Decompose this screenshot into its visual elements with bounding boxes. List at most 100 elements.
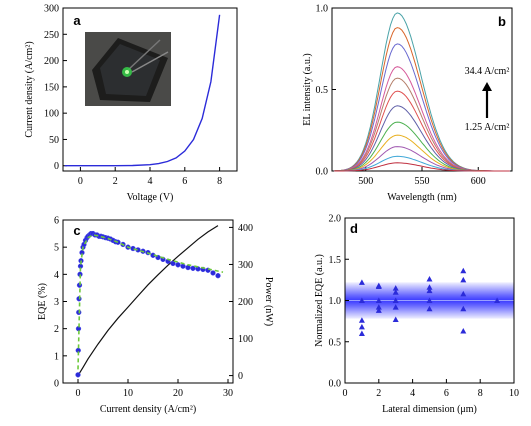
panel-a-ytick-label-0: 0 bbox=[54, 161, 59, 172]
panel-d-data-point bbox=[392, 285, 399, 291]
panel-a-xtick-label-0: 0 bbox=[78, 176, 83, 187]
panel-c-ytick-label-6: 6 bbox=[54, 216, 59, 227]
panel-d-data-point bbox=[375, 304, 382, 310]
panel-d-data-point bbox=[426, 284, 433, 290]
panel-d-data-point bbox=[375, 283, 382, 289]
panel-a-ytick-label-2: 100 bbox=[44, 109, 59, 120]
panel-c-eqe-point bbox=[180, 263, 186, 269]
panel-b-xtick-label-1: 550 bbox=[415, 176, 430, 187]
panel-c-eqe-point bbox=[190, 265, 196, 272]
panel-b-spectrum-11 bbox=[334, 162, 510, 172]
panel-b-arrow-head bbox=[482, 82, 492, 91]
panel-b-label: b bbox=[498, 14, 506, 29]
panel-d-data-point bbox=[392, 304, 399, 310]
panel-c-power-curve bbox=[77, 225, 219, 376]
panel-a-label: a bbox=[73, 13, 81, 28]
panel-c-xtick-label-0: 0 bbox=[76, 388, 81, 399]
panel-a-xtick-label-3: 6 bbox=[182, 176, 187, 187]
panel-b-spectrum-0 bbox=[334, 12, 510, 172]
inset-photo-probe-2 bbox=[131, 51, 169, 73]
panel-d-ylabel: Normalized EQE (a.u.) bbox=[314, 254, 325, 347]
panel-c-xlabel: Current density (A/cm²) bbox=[100, 404, 196, 415]
panel-d-xtick-label-5: 10 bbox=[509, 388, 519, 399]
panel-b-ytick-label-1: 0.5 bbox=[316, 85, 329, 96]
panel-c-eqe-point bbox=[210, 270, 216, 276]
panel-d-data-point bbox=[460, 328, 467, 334]
panel-b-ylabel: EL intensity (a.u.) bbox=[302, 53, 313, 125]
panel-d-data-point bbox=[358, 317, 365, 323]
panel-c-ytick-label-3: 3 bbox=[54, 297, 59, 308]
panel-c-xtick-label-1: 10 bbox=[123, 388, 133, 399]
panel-c-eqe-point bbox=[75, 372, 81, 378]
panel-c-eqe-point bbox=[170, 260, 176, 267]
panel-d-data-point bbox=[392, 297, 399, 303]
panel-d-data-point bbox=[392, 316, 399, 322]
panel-b-annotation-top: 34.4 A/cm² bbox=[465, 66, 510, 77]
panel-d-ytick-label-4: 2.0 bbox=[329, 214, 342, 225]
panel-c-ytick-label-0: 0 bbox=[54, 379, 59, 390]
panel-a-xtick-label-2: 4 bbox=[148, 176, 153, 187]
panel-a-xlabel: Voltage (V) bbox=[127, 192, 174, 203]
panel-d-data-point bbox=[426, 305, 433, 312]
panel-b-spectrum-2 bbox=[334, 43, 510, 172]
panel-a-iv-curve bbox=[64, 14, 221, 167]
panel-c-eqe-point bbox=[175, 262, 181, 268]
panel-a-xtick-label-1: 2 bbox=[113, 176, 118, 187]
panel-a-inset-photo bbox=[85, 32, 171, 106]
panel-c-ytick-label-5: 5 bbox=[54, 243, 59, 254]
panel-b-annotation-bottom: 1.25 A/cm² bbox=[465, 122, 510, 133]
panel-d-ytick-label-3: 1.5 bbox=[329, 255, 342, 266]
panel-c-xtick-label-2: 20 bbox=[173, 388, 183, 399]
panel-a-ytick-label-3: 150 bbox=[44, 82, 59, 93]
panel-d-data-point bbox=[460, 276, 467, 283]
panel-d-xtick-label-2: 4 bbox=[410, 388, 415, 399]
panel-d-data-point bbox=[358, 297, 365, 303]
panel-d-data-point bbox=[426, 276, 433, 282]
panel-d-ytick-label-0: 0.0 bbox=[329, 379, 342, 390]
panel-d-xlabel: Lateral dimension (μm) bbox=[382, 404, 477, 415]
panel-d-label: d bbox=[350, 221, 358, 236]
panel-a-ylabel: Current density (A/cm²) bbox=[24, 41, 35, 137]
panel-d-data-point bbox=[358, 323, 365, 330]
panel-c-ytick-label-4: 4 bbox=[54, 270, 59, 281]
panel-c-eqe-point bbox=[215, 273, 221, 279]
panel-d-ytick-label-1: 0.5 bbox=[329, 337, 342, 348]
inset-photo-emission-core bbox=[125, 70, 129, 74]
panel-d-data-point bbox=[426, 287, 433, 294]
panel-c-ytick-label-2: 2 bbox=[54, 324, 59, 335]
panel-d-data-point bbox=[358, 330, 365, 336]
panel-a-ytick-label-4: 200 bbox=[44, 56, 59, 67]
panel-d-ytick-label-2: 1.0 bbox=[329, 296, 342, 307]
panel-c-y2tick-label-2: 200 bbox=[238, 297, 253, 308]
panel-d-xtick-label-0: 0 bbox=[343, 388, 348, 399]
panel-b-xlabel: Wavelength (nm) bbox=[387, 192, 456, 203]
panel-b-spectrum-8 bbox=[334, 134, 510, 172]
panel-d-data-point bbox=[375, 307, 382, 313]
panel-d-data-point bbox=[460, 290, 467, 297]
panel-b-xtick-label-0: 500 bbox=[358, 176, 373, 187]
panel-d-data-point bbox=[375, 297, 382, 303]
panel-d-xtick-label-1: 2 bbox=[376, 388, 381, 399]
panel-d-data-point bbox=[392, 289, 399, 295]
panel-d-data-point bbox=[460, 305, 467, 312]
panel-c-ytick-label-1: 1 bbox=[54, 351, 59, 362]
panel-c-y2tick-label-3: 300 bbox=[238, 260, 253, 271]
inset-photo-probe-1 bbox=[127, 39, 161, 71]
panel-c-y2tick-label-1: 100 bbox=[238, 334, 253, 345]
panel-c-y2tick-label-0: 0 bbox=[238, 371, 243, 382]
panel-a-ytick-label-5: 250 bbox=[44, 30, 59, 41]
panel-c-y2tick-label-4: 400 bbox=[238, 223, 253, 234]
panel-a-xtick-label-4: 8 bbox=[217, 176, 222, 187]
panel-b-ytick-label-2: 1.0 bbox=[316, 4, 329, 15]
panel-d-data-point bbox=[494, 297, 501, 303]
panel-b-ytick-label-0: 0.0 bbox=[316, 167, 329, 178]
panel-a-ytick-label-1: 50 bbox=[49, 135, 59, 146]
panel-d-data-point bbox=[460, 267, 467, 274]
panel-b-xtick-label-2: 600 bbox=[471, 176, 486, 187]
panel-c-ylabel: EQE (%) bbox=[37, 283, 48, 320]
panel-c-y2label: Power (nW) bbox=[263, 277, 274, 326]
panel-d-data-point bbox=[426, 297, 433, 303]
panel-d-xtick-label-4: 8 bbox=[478, 388, 483, 399]
panel-c-label: c bbox=[73, 223, 80, 238]
